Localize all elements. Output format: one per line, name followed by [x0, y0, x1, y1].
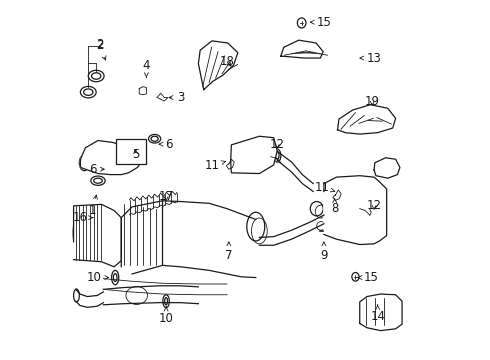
Text: 7: 7: [225, 242, 233, 262]
Text: 3: 3: [169, 91, 184, 104]
Text: 4: 4: [143, 59, 150, 77]
Text: 12: 12: [270, 138, 285, 150]
Polygon shape: [226, 159, 234, 169]
Text: 9: 9: [320, 242, 328, 262]
Text: 14: 14: [370, 305, 385, 324]
Polygon shape: [139, 87, 147, 95]
Polygon shape: [338, 105, 395, 134]
Text: 15: 15: [310, 16, 332, 29]
Polygon shape: [281, 40, 323, 58]
Polygon shape: [324, 176, 387, 244]
Text: 19: 19: [365, 95, 380, 108]
Text: 5: 5: [132, 148, 139, 161]
Text: 12: 12: [367, 199, 382, 212]
Bar: [116, 139, 147, 164]
Text: 6: 6: [89, 163, 104, 176]
Text: 2: 2: [96, 39, 106, 60]
Polygon shape: [198, 41, 238, 90]
Polygon shape: [74, 204, 122, 267]
Text: 2: 2: [96, 38, 103, 51]
Text: 11: 11: [314, 181, 335, 194]
Polygon shape: [122, 201, 163, 274]
Polygon shape: [333, 190, 341, 201]
Text: 17: 17: [159, 190, 173, 203]
Text: 1: 1: [89, 195, 98, 217]
Text: 11: 11: [205, 159, 225, 172]
Text: 15: 15: [358, 271, 378, 284]
Polygon shape: [360, 294, 402, 330]
Text: 10: 10: [159, 307, 173, 325]
Polygon shape: [374, 158, 400, 178]
Polygon shape: [231, 136, 277, 174]
Text: 8: 8: [331, 199, 338, 215]
Text: 6: 6: [159, 138, 173, 150]
Polygon shape: [80, 140, 143, 175]
Polygon shape: [157, 93, 168, 101]
Text: 13: 13: [360, 51, 382, 64]
Text: 18: 18: [220, 55, 235, 68]
Text: 16: 16: [72, 211, 93, 224]
Text: 10: 10: [87, 271, 109, 284]
